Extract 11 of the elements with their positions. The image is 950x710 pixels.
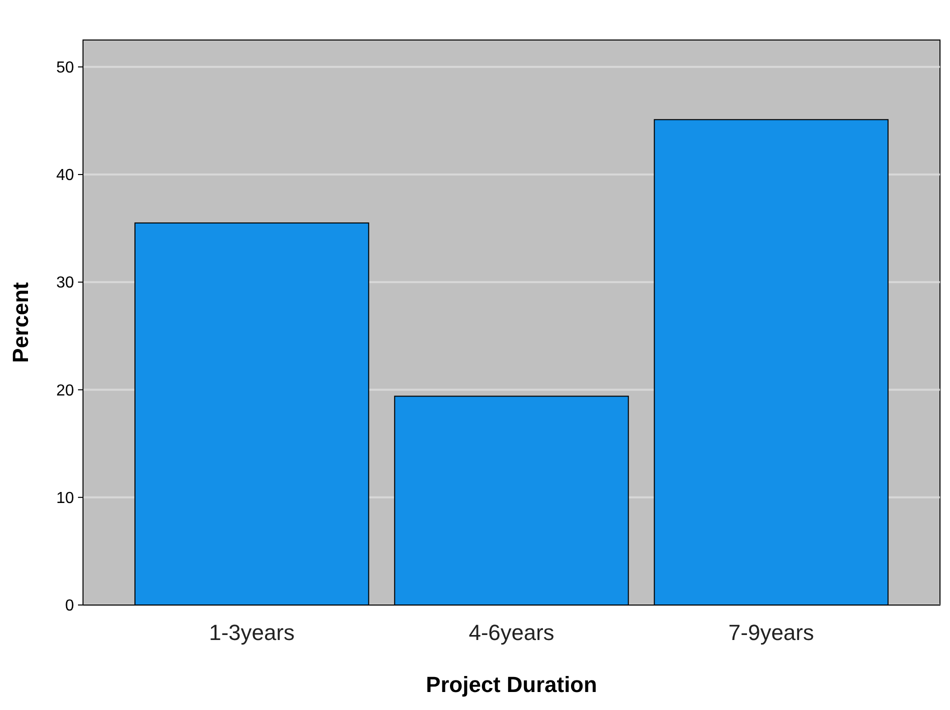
x-tick-label: 7-9years	[728, 620, 814, 645]
y-tick-label: 30	[56, 274, 74, 292]
y-tick-label: 50	[56, 60, 74, 77]
y-tick-label: 40	[56, 167, 74, 184]
x-tick-label: 1-3years	[209, 620, 295, 645]
y-tick-label: 0	[65, 598, 74, 615]
x-axis-title: Project Duration	[426, 672, 598, 697]
x-tick-label: 4-6years	[468, 620, 554, 645]
y-axis-title: Percent	[8, 281, 33, 363]
y-tick-label: 20	[56, 382, 74, 400]
y-tick-label: 10	[56, 490, 74, 507]
